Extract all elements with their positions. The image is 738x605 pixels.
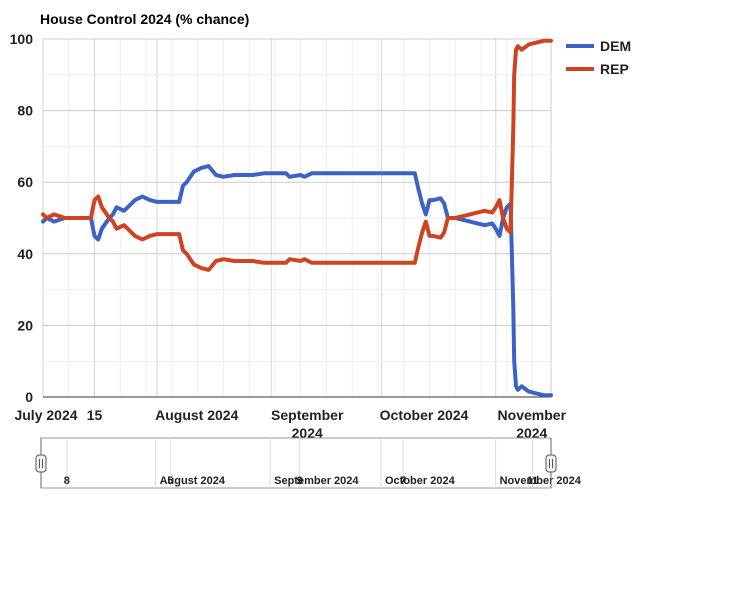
x-tick-label: November xyxy=(498,407,567,423)
y-tick-label: 80 xyxy=(17,103,33,119)
x-tick-label: July 2024 xyxy=(14,407,77,423)
y-tick-label: 20 xyxy=(17,317,33,333)
x-tick-label: August 2024 xyxy=(155,407,238,423)
navigator-left-handle[interactable] xyxy=(35,438,47,488)
chart-title: House Control 2024 (% chance) xyxy=(40,11,249,27)
navigator-tick-label: 11 xyxy=(527,475,539,487)
x-axis-ticks: July 2024 15 August 2024 September 2024 Octob… xyxy=(14,407,566,441)
navigator-tick-label: August 2024 xyxy=(160,475,226,487)
y-axis-ticks: 0 20 40 60 80 100 xyxy=(10,31,34,405)
navigator-tick-label: 5 xyxy=(167,475,173,487)
y-tick-label: 0 xyxy=(25,389,33,405)
navigator-tick-label: October 2024 xyxy=(385,475,456,487)
x-tick-label: 2024 xyxy=(516,425,547,441)
navigator-frame xyxy=(40,437,552,489)
navigator-right-handle[interactable] xyxy=(545,438,557,488)
legend-label-rep: REP xyxy=(600,61,629,77)
y-tick-label: 100 xyxy=(10,31,34,47)
x-tick-label: 15 xyxy=(87,407,103,423)
main-grid xyxy=(42,38,552,398)
navigator-tick-label: 9 xyxy=(297,475,303,487)
main-series xyxy=(41,38,553,398)
navigator-tick-label: September 2024 xyxy=(274,475,359,487)
navigator-tick-label: 8 xyxy=(64,475,70,487)
y-tick-label: 60 xyxy=(17,174,33,190)
legend-label-dem: DEM xyxy=(600,38,631,54)
navigator-tick-label: 7 xyxy=(400,475,406,487)
x-tick-label: October 2024 xyxy=(380,407,469,423)
x-tick-label: September xyxy=(271,407,344,423)
navigator-tick-label: November 2024 xyxy=(500,475,582,487)
legend: DEM REP xyxy=(566,38,631,77)
y-tick-label: 40 xyxy=(17,246,33,262)
series-line-rep xyxy=(41,38,553,272)
x-tick-label: 2024 xyxy=(292,425,323,441)
